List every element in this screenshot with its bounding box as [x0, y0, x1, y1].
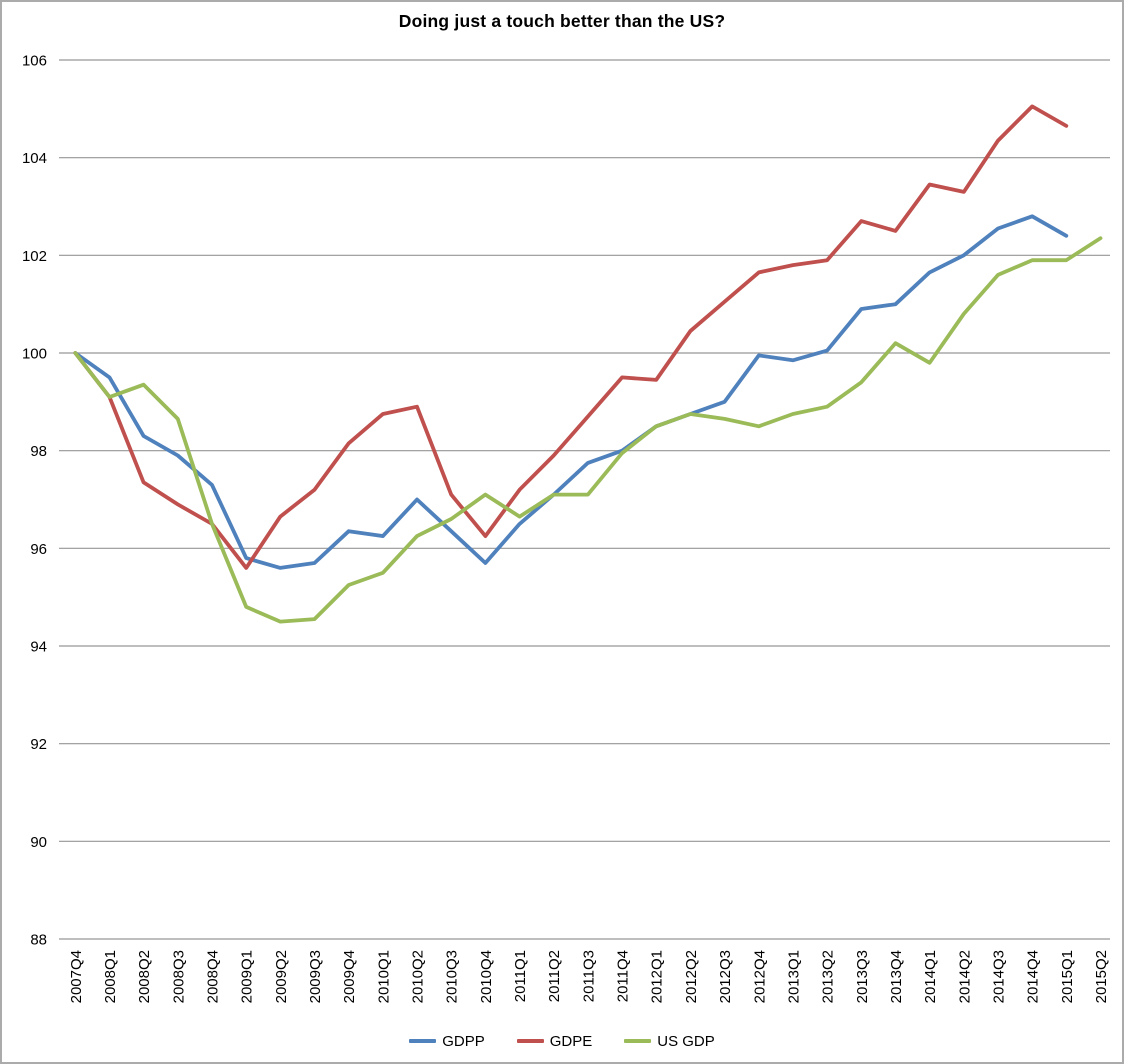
x-axis-label-2014Q4: 2014Q4	[1025, 950, 1042, 1003]
x-axis-label-2015Q2: 2015Q2	[1093, 950, 1110, 1003]
x-axis-label-2012Q1: 2012Q1	[649, 950, 666, 1003]
x-axis-label-2012Q4: 2012Q4	[751, 950, 768, 1003]
y-axis-label-98: 98	[30, 443, 47, 460]
x-axis-label-2011Q4: 2011Q4	[615, 950, 632, 1002]
legend-label: GDPP	[442, 1032, 485, 1050]
x-axis-label-2009Q2: 2009Q2	[273, 950, 290, 1003]
x-axis-label-2009Q3: 2009Q3	[307, 950, 324, 1003]
x-axis-label-2009Q1: 2009Q1	[239, 950, 256, 1003]
x-axis-label-2010Q4: 2010Q4	[478, 950, 495, 1003]
chart-title: Doing just a touch better than the US?	[398, 11, 726, 31]
x-axis-label-2008Q4: 2008Q4	[205, 950, 222, 1003]
x-axis-label-2014Q3: 2014Q3	[991, 950, 1008, 1003]
legend-item-gdpe: GDPE	[516, 1032, 593, 1050]
x-axis-label-2014Q1: 2014Q1	[922, 950, 939, 1003]
x-axis-label-2012Q2: 2012Q2	[683, 950, 700, 1003]
x-axis-label-2013Q2: 2013Q2	[820, 950, 837, 1003]
legend-line-swatch-icon	[624, 1039, 652, 1043]
series-line-us-gdp	[73, 236, 1103, 624]
legend-label: US GDP	[657, 1032, 715, 1050]
x-axis-label-2013Q4: 2013Q4	[888, 950, 905, 1003]
y-axis-label-104: 104	[22, 150, 47, 167]
y-axis-label-88: 88	[30, 932, 47, 949]
y-axis-label-94: 94	[30, 639, 47, 656]
y-axis-label-90: 90	[30, 834, 47, 851]
series-line-gdpp	[73, 214, 1069, 570]
x-axis-label-2010Q3: 2010Q3	[444, 950, 461, 1003]
legend-line-swatch-icon	[409, 1039, 437, 1043]
x-axis-label-2013Q1: 2013Q1	[785, 950, 802, 1003]
legend-item-us-gdp: US GDP	[624, 1033, 715, 1050]
x-axis-label-2009Q4: 2009Q4	[341, 950, 358, 1003]
x-axis-label-2015Q1: 2015Q1	[1059, 950, 1076, 1003]
x-axis-label-2014Q2: 2014Q2	[956, 950, 973, 1003]
x-axis-label-2013Q3: 2013Q3	[854, 950, 871, 1003]
chart-legend: GDPP GDPE US GDP	[2, 1028, 1122, 1054]
x-axis-label-2011Q1: 2011Q1	[512, 950, 529, 1002]
y-axis-label-100: 100	[22, 346, 47, 363]
legend-label: GDPE	[549, 1032, 593, 1050]
x-axis-label-2012Q3: 2012Q3	[717, 950, 734, 1003]
series-line-gdpe	[73, 104, 1069, 570]
y-axis-label-96: 96	[30, 541, 47, 558]
x-axis-label-2011Q2: 2011Q2	[546, 950, 563, 1002]
x-axis-label-2008Q2: 2008Q2	[136, 950, 153, 1003]
x-axis-label-2010Q1: 2010Q1	[375, 950, 392, 1003]
x-axis-label-2008Q3: 2008Q3	[170, 950, 187, 1003]
x-axis-label-2008Q1: 2008Q1	[102, 950, 119, 1003]
y-axis-label-102: 102	[22, 248, 47, 265]
y-axis-label-106: 106	[22, 53, 47, 70]
x-axis-label-2007Q4: 2007Q4	[68, 950, 85, 1003]
legend-line-swatch-icon	[516, 1039, 544, 1043]
y-axis-label-92: 92	[30, 736, 47, 753]
x-axis-label-2011Q3: 2011Q3	[580, 950, 597, 1002]
legend-item-gdpp: GDPP	[409, 1033, 485, 1050]
x-axis-label-2010Q2: 2010Q2	[410, 950, 427, 1003]
